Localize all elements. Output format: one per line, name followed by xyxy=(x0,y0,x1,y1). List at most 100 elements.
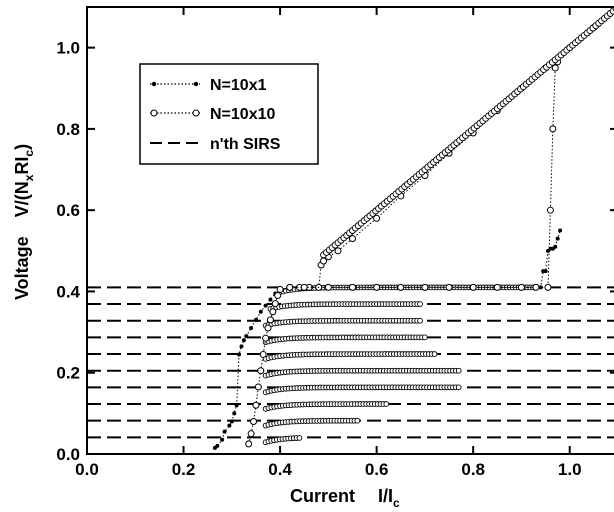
series-point xyxy=(546,206,554,214)
series-point xyxy=(258,309,263,314)
series-point xyxy=(349,235,356,243)
series-point xyxy=(276,285,284,293)
branch-point xyxy=(422,334,428,341)
series-point xyxy=(271,300,279,308)
series-point xyxy=(551,64,559,72)
series-point xyxy=(555,236,560,241)
y-axis-label: Voltage V/(NxRIc) xyxy=(12,144,36,300)
series-point xyxy=(266,316,274,324)
series-point xyxy=(269,308,277,316)
series-marks xyxy=(212,5,614,450)
y-tick-label: 0.2 xyxy=(56,364,80,383)
series-point xyxy=(247,430,255,438)
y-tick-label: 0.8 xyxy=(56,120,80,139)
series-point xyxy=(373,214,381,222)
branch-point xyxy=(383,401,390,407)
x-tick-label: 1.0 xyxy=(558,460,582,479)
series-point xyxy=(286,283,294,291)
legend-entry-n10x1: N=10x1 xyxy=(150,77,267,94)
series-point xyxy=(259,350,267,358)
series-point xyxy=(493,283,501,291)
series-point xyxy=(324,283,332,291)
series-point xyxy=(445,283,453,291)
legend-box xyxy=(139,63,319,165)
series-point xyxy=(553,244,558,249)
y-ticks: 0.0 0.2 0.4 0.6 0.8 1.0 xyxy=(56,39,614,464)
branch-point xyxy=(296,435,303,441)
legend-label-n10x1: N=10x1 xyxy=(210,77,267,94)
series-point xyxy=(249,326,254,331)
series-point xyxy=(268,297,273,302)
series-point xyxy=(558,228,563,233)
legend: N=10x1 N=10x10 n'th SIRS xyxy=(139,63,319,165)
series-point xyxy=(421,283,429,291)
y-tick-label: 0.0 xyxy=(56,445,80,464)
x-tick-label: 0.2 xyxy=(172,460,196,479)
series-point xyxy=(237,352,242,357)
branch-point xyxy=(431,351,438,357)
branch-point xyxy=(354,417,361,424)
series-point xyxy=(373,283,381,291)
x-axis-label: Current I/Ic xyxy=(290,486,400,510)
branch-7 xyxy=(262,334,428,346)
series-point xyxy=(222,429,227,434)
series-point xyxy=(543,269,548,274)
series-point xyxy=(538,285,543,290)
x-ticks: 0.0 0.2 0.4 0.6 0.8 1.0 xyxy=(75,7,582,479)
x-tick-label: 0.0 xyxy=(75,460,99,479)
series-point xyxy=(517,283,525,291)
branch-point xyxy=(417,317,423,324)
series-point xyxy=(263,303,268,308)
branch-point xyxy=(417,301,423,307)
series-point xyxy=(253,317,258,322)
series-point xyxy=(229,419,234,424)
legend-entry-sirs: n'th SIRS xyxy=(150,136,281,153)
series-3 xyxy=(286,58,562,291)
series-point xyxy=(264,324,272,332)
series-point xyxy=(245,440,253,448)
series-point xyxy=(469,283,477,291)
legend-label-n10x10: N=10x10 xyxy=(210,106,275,123)
y-tick-label: 0.6 xyxy=(56,201,80,220)
plot-frame xyxy=(86,6,614,455)
branch-5 xyxy=(262,367,462,379)
branch-1 xyxy=(262,435,303,446)
series-point xyxy=(239,344,244,349)
branch-point xyxy=(455,367,462,374)
series-point xyxy=(250,417,258,425)
series-point xyxy=(262,334,270,342)
branch-point xyxy=(455,384,462,391)
series-point xyxy=(397,283,405,291)
series-point xyxy=(215,443,220,448)
series-point xyxy=(234,403,239,408)
branch-3 xyxy=(262,401,390,412)
series-point xyxy=(274,292,282,300)
y-tick-label: 1.0 xyxy=(56,39,80,58)
series-point xyxy=(244,334,249,339)
series-point xyxy=(544,283,552,291)
branch-8 xyxy=(262,317,423,329)
series-point xyxy=(232,411,237,416)
series-point xyxy=(241,338,246,343)
legend-label-sirs: n'th SIRS xyxy=(210,136,281,153)
branch-4 xyxy=(262,384,462,396)
branch-6 xyxy=(262,351,438,362)
branch-9 xyxy=(267,301,423,312)
series-point xyxy=(257,367,265,375)
legend-entry-n10x10: N=10x10 xyxy=(150,106,275,123)
x-tick-label: 0.6 xyxy=(365,460,389,479)
series-point xyxy=(334,247,342,255)
sirs-lines xyxy=(87,286,614,439)
x-tick-label: 0.8 xyxy=(461,460,485,479)
x-tick-label: 0.4 xyxy=(268,460,292,479)
ohmic-branch xyxy=(320,5,614,259)
series-point xyxy=(349,283,356,291)
series-point xyxy=(252,401,260,409)
branch-2 xyxy=(262,417,361,429)
series-point xyxy=(227,423,232,428)
series-point xyxy=(532,283,540,291)
y-tick-label: 0.4 xyxy=(56,282,80,301)
series-point xyxy=(254,383,262,391)
series-point xyxy=(549,125,557,133)
